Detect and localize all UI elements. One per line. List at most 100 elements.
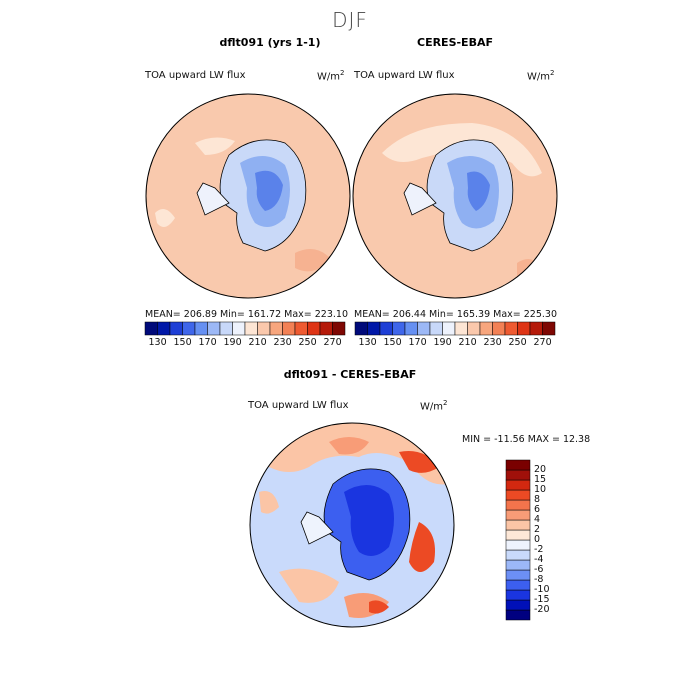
colorbar-swatch bbox=[354, 321, 368, 336]
colorbar-swatch bbox=[454, 321, 468, 336]
diff-panel-units: W/m2 bbox=[420, 399, 448, 413]
diff-colorbar-label: -2 bbox=[534, 544, 544, 555]
diff-colorbar-label: 4 bbox=[534, 514, 541, 525]
panel-1-units: W/m2 bbox=[317, 69, 345, 83]
colorbar-swatch bbox=[542, 321, 556, 336]
diff-colorbar-swatch bbox=[505, 499, 531, 511]
diff-colorbar-label: -20 bbox=[534, 604, 550, 615]
colorbar-tick-label: 270 bbox=[323, 337, 342, 348]
panel-2-title: CERES-EBAF bbox=[417, 36, 493, 49]
diff-panel-variable-label: TOA upward LW flux bbox=[248, 400, 349, 411]
colorbar-swatch bbox=[429, 321, 443, 336]
diff-colorbar-swatch bbox=[505, 599, 531, 611]
colorbar-swatch bbox=[282, 321, 296, 336]
colorbar-tick-label: 250 bbox=[298, 337, 317, 348]
colorbar-swatch bbox=[307, 321, 321, 336]
colorbar-swatch bbox=[367, 321, 381, 336]
colorbar-swatch bbox=[244, 321, 258, 336]
colorbar-swatch bbox=[269, 321, 283, 336]
diff-colorbar-label: -10 bbox=[534, 584, 550, 595]
colorbar-swatch bbox=[232, 321, 246, 336]
diff-colorbar-swatch bbox=[505, 459, 531, 471]
panel-1-map bbox=[145, 93, 351, 299]
diff-colorbar-swatch bbox=[505, 479, 531, 491]
colorbar-swatch bbox=[404, 321, 418, 336]
colorbar-tick-label: 190 bbox=[433, 337, 452, 348]
panel-1-colorbar-ticks: 130 150 170 190 210 230 250 270 bbox=[145, 337, 345, 349]
diff-colorbar-swatch bbox=[505, 589, 531, 601]
panel-1-colorbar bbox=[144, 321, 346, 336]
diff-colorbar-swatch bbox=[505, 469, 531, 481]
diff-colorbar-swatch bbox=[505, 579, 531, 591]
diff-colorbar-label: 0 bbox=[534, 534, 541, 545]
panel-1-variable-label: TOA upward LW flux bbox=[145, 70, 246, 81]
colorbar-swatch bbox=[319, 321, 333, 336]
colorbar-tick-label: 170 bbox=[408, 337, 427, 348]
colorbar-tick-label: 270 bbox=[533, 337, 552, 348]
diff-colorbar-label: 2 bbox=[534, 524, 541, 535]
panel-2-map bbox=[352, 93, 558, 299]
colorbar-swatch bbox=[517, 321, 531, 336]
colorbar-tick-label: 230 bbox=[273, 337, 292, 348]
diff-colorbar-swatch bbox=[505, 519, 531, 531]
colorbar-swatch bbox=[492, 321, 506, 336]
colorbar-swatch bbox=[157, 321, 171, 336]
diff-colorbar-swatch bbox=[505, 539, 531, 551]
colorbar-tick-label: 130 bbox=[358, 337, 377, 348]
colorbar-swatch bbox=[182, 321, 196, 336]
diff-colorbar-label: -15 bbox=[534, 594, 550, 605]
diff-colorbar-swatch bbox=[505, 569, 531, 581]
diff-colorbar-label: 20 bbox=[534, 464, 547, 475]
diff-colorbar-label: -8 bbox=[534, 574, 544, 585]
colorbar-tick-label: 190 bbox=[223, 337, 242, 348]
colorbar-swatch bbox=[504, 321, 518, 336]
season-title: DJF bbox=[332, 8, 368, 32]
colorbar-swatch bbox=[219, 321, 233, 336]
diff-colorbar-swatch bbox=[505, 609, 531, 621]
diff-colorbar-label: 10 bbox=[534, 484, 547, 495]
colorbar-tick-label: 230 bbox=[483, 337, 502, 348]
panel-2-units: W/m2 bbox=[527, 69, 555, 83]
panel-2-colorbar-ticks: 130 150 170 190 210 230 250 270 bbox=[355, 337, 555, 349]
diff-colorbar-label: -4 bbox=[534, 554, 544, 565]
diff-colorbar-label: 6 bbox=[534, 504, 541, 515]
panel-1-title: dflt091 (yrs 1-1) bbox=[219, 36, 321, 49]
colorbar-tick-label: 170 bbox=[198, 337, 217, 348]
colorbar-swatch bbox=[332, 321, 346, 336]
colorbar-swatch bbox=[144, 321, 158, 336]
colorbar-tick-label: 150 bbox=[173, 337, 192, 348]
diff-colorbar-swatch bbox=[505, 489, 531, 501]
panel-2-stats: MEAN= 206.44 Min= 165.39 Max= 225.30 bbox=[354, 309, 558, 320]
colorbar-swatch bbox=[467, 321, 481, 336]
diff-colorbar-label: -6 bbox=[534, 564, 544, 575]
colorbar-swatch bbox=[207, 321, 221, 336]
colorbar-swatch bbox=[294, 321, 308, 336]
diff-colorbar-swatch bbox=[505, 549, 531, 561]
diff-colorbar-label: 15 bbox=[534, 474, 547, 485]
diff-panel-stats: MIN = -11.56 MAX = 12.38 bbox=[462, 434, 591, 445]
panel-1-stats: MEAN= 206.89 Min= 161.72 Max= 223.10 bbox=[145, 309, 349, 320]
panel-2-colorbar bbox=[354, 321, 556, 336]
colorbar-tick-label: 150 bbox=[383, 337, 402, 348]
panel-2-variable-label: TOA upward LW flux bbox=[354, 70, 455, 81]
colorbar-swatch bbox=[257, 321, 271, 336]
colorbar-swatch bbox=[442, 321, 456, 336]
colorbar-tick-label: 210 bbox=[248, 337, 267, 348]
diff-colorbar-labels: 20 15 10 8 6 4 2 0 -2 -4 -6 -8 -10 -15 -20 bbox=[534, 460, 574, 620]
colorbar-tick-label: 210 bbox=[458, 337, 477, 348]
diff-colorbar-swatch bbox=[505, 529, 531, 541]
colorbar-swatch bbox=[417, 321, 431, 336]
colorbar-swatch bbox=[529, 321, 543, 336]
colorbar-swatch bbox=[194, 321, 208, 336]
colorbar-swatch bbox=[392, 321, 406, 336]
diff-colorbar-swatch bbox=[505, 559, 531, 571]
colorbar-swatch bbox=[379, 321, 393, 336]
colorbar-tick-label: 130 bbox=[148, 337, 167, 348]
diff-panel-title: dflt091 - CERES-EBAF bbox=[283, 368, 417, 381]
colorbar-tick-label: 250 bbox=[508, 337, 527, 348]
diff-colorbar-swatch bbox=[505, 509, 531, 521]
diff-colorbar-label: 8 bbox=[534, 494, 541, 505]
colorbar-swatch bbox=[169, 321, 183, 336]
colorbar-swatch bbox=[479, 321, 493, 336]
diff-panel-map bbox=[249, 422, 455, 628]
